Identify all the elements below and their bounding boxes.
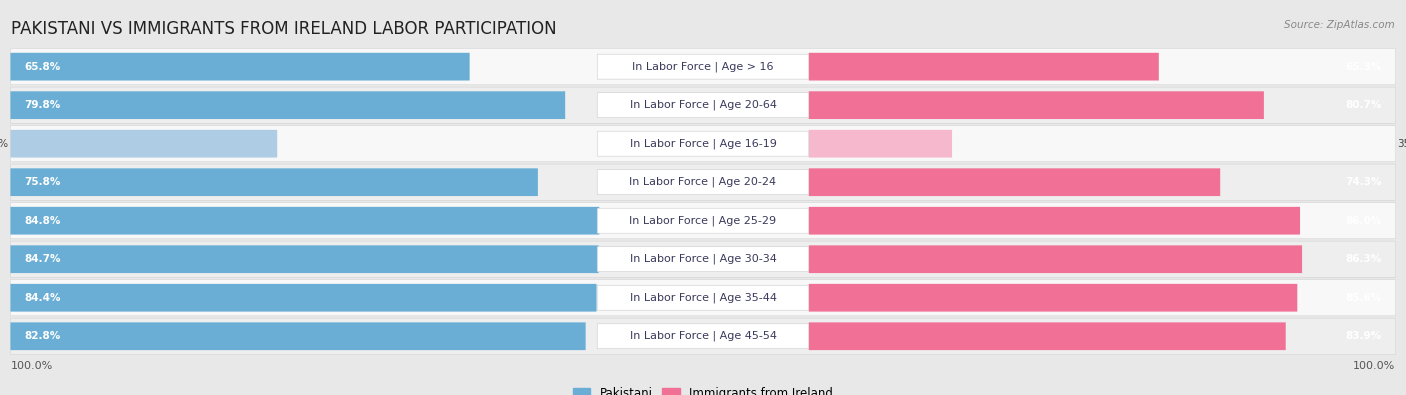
FancyBboxPatch shape [10, 207, 599, 235]
FancyBboxPatch shape [598, 208, 808, 233]
FancyBboxPatch shape [10, 53, 470, 81]
Text: 35.0%: 35.0% [1398, 139, 1406, 149]
Legend: Pakistani, Immigrants from Ireland: Pakistani, Immigrants from Ireland [568, 383, 838, 395]
FancyBboxPatch shape [808, 245, 1302, 273]
Text: 84.8%: 84.8% [24, 216, 60, 226]
FancyBboxPatch shape [808, 284, 1298, 312]
Text: 65.3%: 65.3% [1346, 62, 1382, 71]
FancyBboxPatch shape [808, 91, 1264, 119]
Text: In Labor Force | Age 16-19: In Labor Force | Age 16-19 [630, 138, 776, 149]
FancyBboxPatch shape [10, 245, 599, 273]
FancyBboxPatch shape [808, 322, 1285, 350]
Text: 84.7%: 84.7% [24, 254, 60, 264]
FancyBboxPatch shape [10, 168, 538, 196]
Text: In Labor Force | Age 35-44: In Labor Force | Age 35-44 [630, 292, 776, 303]
FancyBboxPatch shape [10, 49, 1396, 85]
Text: 82.8%: 82.8% [24, 331, 60, 341]
Text: 86.0%: 86.0% [1346, 216, 1382, 226]
Text: 83.9%: 83.9% [1346, 331, 1382, 341]
FancyBboxPatch shape [598, 285, 808, 310]
Text: In Labor Force | Age 45-54: In Labor Force | Age 45-54 [630, 331, 776, 342]
Text: In Labor Force | Age > 16: In Labor Force | Age > 16 [633, 61, 773, 72]
FancyBboxPatch shape [598, 324, 808, 349]
FancyBboxPatch shape [10, 280, 1396, 316]
FancyBboxPatch shape [10, 130, 277, 158]
FancyBboxPatch shape [10, 126, 1396, 162]
Text: In Labor Force | Age 20-64: In Labor Force | Age 20-64 [630, 100, 776, 111]
FancyBboxPatch shape [808, 130, 952, 158]
FancyBboxPatch shape [10, 284, 596, 312]
FancyBboxPatch shape [10, 91, 565, 119]
FancyBboxPatch shape [598, 93, 808, 118]
FancyBboxPatch shape [10, 322, 586, 350]
Text: 74.3%: 74.3% [1346, 177, 1382, 187]
FancyBboxPatch shape [598, 54, 808, 79]
Text: 86.3%: 86.3% [1346, 254, 1382, 264]
Text: 85.6%: 85.6% [1346, 293, 1382, 303]
Text: 75.8%: 75.8% [24, 177, 60, 187]
Text: 84.4%: 84.4% [24, 293, 60, 303]
Text: 37.6%: 37.6% [0, 139, 8, 149]
Text: In Labor Force | Age 30-34: In Labor Force | Age 30-34 [630, 254, 776, 265]
FancyBboxPatch shape [598, 170, 808, 195]
FancyBboxPatch shape [598, 131, 808, 156]
Text: In Labor Force | Age 25-29: In Labor Force | Age 25-29 [630, 215, 776, 226]
FancyBboxPatch shape [808, 168, 1220, 196]
FancyBboxPatch shape [10, 164, 1396, 200]
FancyBboxPatch shape [10, 203, 1396, 239]
FancyBboxPatch shape [10, 318, 1396, 354]
Text: Source: ZipAtlas.com: Source: ZipAtlas.com [1284, 20, 1395, 30]
Text: 65.8%: 65.8% [24, 62, 60, 71]
FancyBboxPatch shape [10, 87, 1396, 123]
Text: PAKISTANI VS IMMIGRANTS FROM IRELAND LABOR PARTICIPATION: PAKISTANI VS IMMIGRANTS FROM IRELAND LAB… [11, 20, 557, 38]
Text: In Labor Force | Age 20-24: In Labor Force | Age 20-24 [630, 177, 776, 188]
Text: 100.0%: 100.0% [10, 361, 52, 371]
Text: 100.0%: 100.0% [1354, 361, 1396, 371]
FancyBboxPatch shape [808, 53, 1159, 81]
FancyBboxPatch shape [10, 241, 1396, 277]
Text: 79.8%: 79.8% [24, 100, 60, 110]
Text: 80.7%: 80.7% [1346, 100, 1382, 110]
FancyBboxPatch shape [808, 207, 1301, 235]
FancyBboxPatch shape [598, 247, 808, 272]
